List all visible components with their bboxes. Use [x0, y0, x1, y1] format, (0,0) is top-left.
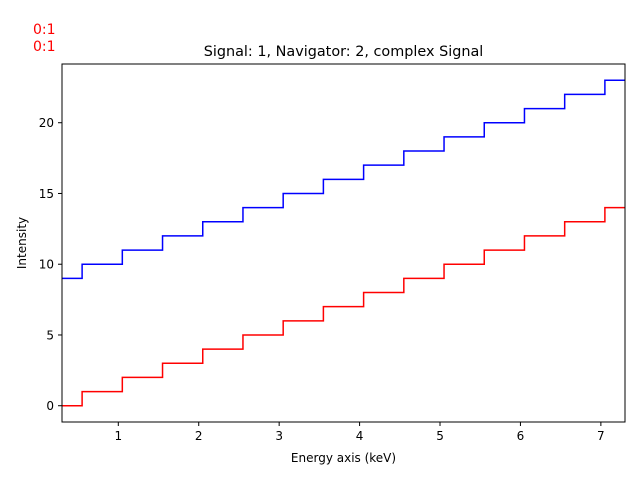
series-layer	[62, 79, 625, 407]
x-axis-label: Energy axis (keV)	[291, 451, 396, 465]
y-tick-label: 5	[46, 328, 54, 342]
series-line-2	[62, 79, 625, 280]
x-tick-label: 5	[436, 429, 444, 443]
x-tick-label: 1	[114, 429, 122, 443]
y-axis-label: Intensity	[15, 217, 29, 269]
x-tick-label: 4	[356, 429, 364, 443]
series-line-1	[62, 206, 625, 407]
x-tick-label: 7	[597, 429, 605, 443]
x-tick-label: 6	[517, 429, 525, 443]
navigator-index-label: 0:1	[33, 39, 56, 55]
y-tick-label: 0	[46, 399, 54, 413]
y-tick-label: 15	[39, 187, 54, 201]
navigator-index-label: 0:1	[33, 22, 56, 38]
y-tick-label: 10	[39, 258, 54, 272]
y-tick-label: 20	[39, 116, 54, 130]
plot-frame	[61, 63, 626, 423]
x-tick-label: 3	[275, 429, 283, 443]
chart-title: Signal: 1, Navigator: 2, complex Signal	[204, 44, 484, 60]
tick-layer: 1 2 3 4 5 6 7 0 5 10 15 20	[39, 116, 605, 443]
x-tick-label: 2	[195, 429, 203, 443]
